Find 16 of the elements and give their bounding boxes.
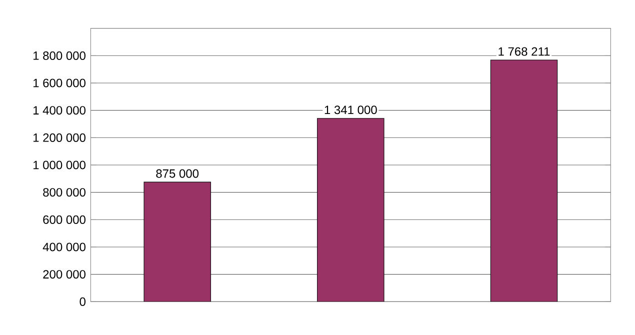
bar xyxy=(144,182,211,302)
y-tick-label: 1 800 000 xyxy=(34,51,86,60)
data-label: 1 768 211 xyxy=(498,47,550,56)
data-label: 1 341 000 xyxy=(324,106,377,114)
bar xyxy=(317,118,384,302)
bar xyxy=(490,60,558,302)
y-tick-label: 800 000 xyxy=(43,188,86,197)
y-tick-label: 200 000 xyxy=(43,270,86,279)
y-tick-label: 0 xyxy=(80,297,86,306)
y-tick-label: 400 000 xyxy=(42,242,86,252)
y-tick-label: 1 600 000 xyxy=(34,78,86,88)
y-tick-label: 1 400 000 xyxy=(34,106,86,115)
y-tick-label: 600 000 xyxy=(43,215,86,224)
y-tick-label: 1 000 000 xyxy=(34,160,86,170)
y-tick-label: 1 200 000 xyxy=(34,133,86,142)
data-label: 875 000 xyxy=(156,169,199,178)
